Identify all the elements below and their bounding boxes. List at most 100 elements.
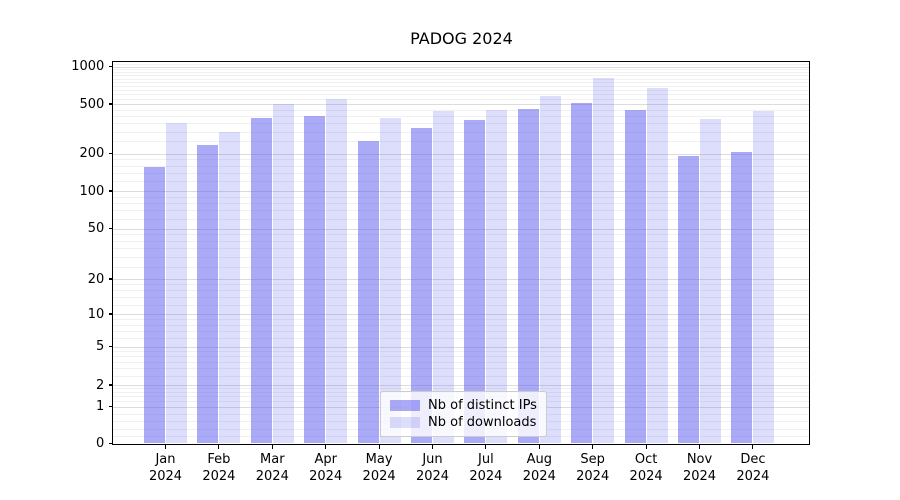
y-tick-mark	[108, 190, 113, 192]
gridline-major	[113, 279, 810, 280]
x-tick-month: Apr	[314, 452, 337, 468]
y-tick-label: 1000	[71, 59, 105, 74]
x-tick-label: Jun 2024	[393, 451, 473, 485]
bar-downloads-aug	[539, 95, 561, 444]
gridline-major	[113, 228, 810, 230]
bar-downloads-apr	[326, 98, 348, 444]
x-tick-mark	[752, 444, 754, 449]
gridline-minor	[113, 361, 810, 363]
gridline-major	[113, 104, 810, 105]
gridline-minor	[113, 69, 810, 71]
legend-item-downloads: Nb of downloads	[390, 414, 537, 431]
gridline-minor	[113, 116, 810, 118]
x-tick-mark	[218, 444, 220, 449]
gridline-minor	[113, 109, 810, 111]
gridline-minor	[113, 159, 810, 161]
bar-downloads-sep	[593, 77, 615, 444]
gridline-minor	[113, 338, 810, 340]
gridline-minor	[113, 196, 810, 198]
y-tick-label: 50	[87, 221, 105, 236]
y-tick-mark	[108, 384, 113, 386]
gridline-major	[113, 153, 810, 155]
gridline-minor	[113, 123, 810, 125]
x-tick-year: 2024	[415, 469, 450, 485]
bar-downloads-oct	[646, 88, 668, 444]
gridline-minor	[113, 63, 810, 65]
bar-downloads-mar	[272, 104, 294, 444]
legend: Nb of distinct IPs Nb of downloads	[380, 391, 547, 437]
x-tick-year: 2024	[682, 469, 717, 485]
bar-distinct-ips-aug	[517, 108, 539, 444]
gridline-minor	[113, 165, 810, 167]
x-tick-month: Jan	[155, 452, 176, 468]
gridline-major	[113, 385, 810, 386]
gridline-minor	[113, 78, 810, 80]
y-tick-mark	[108, 406, 113, 408]
gridline-major	[113, 66, 810, 68]
x-tick-label: Apr 2024	[286, 451, 366, 485]
y-tick-label: 100	[79, 183, 105, 199]
gridline-minor	[113, 266, 810, 268]
y-tick-label: 10	[87, 306, 105, 322]
gridline-minor	[113, 172, 810, 174]
bar-downloads-jun	[433, 110, 454, 444]
gridline-minor	[113, 94, 810, 96]
y-tick-mark	[108, 442, 113, 444]
gridline-minor	[113, 304, 810, 306]
gridline-minor	[113, 368, 810, 370]
gridline-minor	[113, 181, 810, 183]
bar-distinct-ips-jul	[464, 120, 486, 444]
y-tick-label: 500	[79, 96, 105, 112]
bar-downloads-feb	[219, 131, 241, 444]
y-tick-mark	[108, 103, 113, 105]
bar-distinct-ips-feb	[197, 144, 219, 444]
x-tick-year: 2024	[629, 469, 663, 485]
bar-downloads-may	[379, 118, 401, 444]
x-tick-month: Dec	[740, 452, 766, 468]
x-tick-label: Aug 2024	[499, 451, 579, 485]
gridline-minor	[113, 248, 810, 250]
bar-downloads-jul	[486, 110, 508, 444]
gridline-minor	[113, 356, 810, 358]
x-tick-month: Jul	[478, 452, 494, 468]
x-tick-label: Jul 2024	[446, 451, 526, 485]
x-tick-month: Jun	[422, 452, 443, 468]
gridline-minor	[113, 89, 810, 91]
y-tick-mark	[108, 227, 113, 230]
x-tick-label: Feb 2024	[179, 451, 259, 485]
x-tick-year: 2024	[255, 469, 289, 485]
x-tick-month: Feb	[207, 452, 231, 468]
gridline-minor	[113, 131, 810, 133]
y-tick-label: 0	[96, 435, 105, 451]
x-tick-year: 2024	[148, 469, 183, 485]
bar-distinct-ips-jun	[411, 128, 432, 444]
gridline-minor	[113, 256, 810, 258]
y-tick-mark	[108, 152, 113, 155]
x-tick-mark	[538, 444, 540, 449]
bar-distinct-ips-mar	[250, 118, 272, 444]
chart-title: PADOG 2024	[410, 29, 513, 48]
gridline-minor	[113, 75, 810, 77]
gridline-minor	[113, 203, 810, 205]
y-tick-mark	[108, 346, 113, 348]
x-tick-mark	[431, 444, 434, 449]
legend-item-distinct-ips: Nb of distinct IPs	[390, 397, 537, 414]
gridline-minor	[113, 234, 810, 236]
gridline-major	[113, 314, 810, 315]
bar-distinct-ips-sep	[571, 103, 593, 444]
x-tick-year: 2024	[309, 469, 343, 485]
gridline-major	[113, 191, 810, 192]
x-tick-mark	[592, 444, 594, 449]
x-tick-label: Mar 2024	[232, 451, 312, 485]
x-tick-mark	[645, 444, 647, 449]
y-tick-label: 1	[96, 399, 105, 415]
gridline-minor	[113, 240, 810, 242]
x-tick-mark	[325, 444, 327, 449]
y-tick-label: 200	[79, 146, 105, 161]
x-tick-label: May 2024	[339, 451, 419, 485]
gridline-major	[113, 346, 810, 348]
gridline-minor	[113, 388, 810, 390]
gridline-minor	[113, 85, 810, 87]
bar-distinct-ips-jan	[144, 167, 165, 444]
x-tick-mark	[271, 444, 273, 449]
